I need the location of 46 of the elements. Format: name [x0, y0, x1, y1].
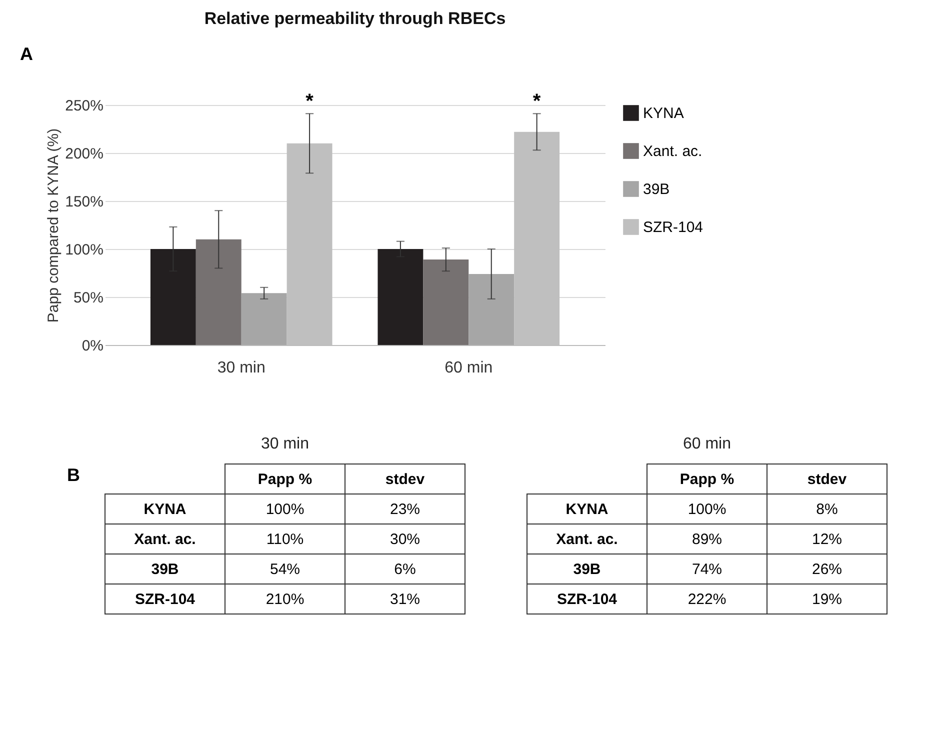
text: Papp % — [680, 471, 734, 488]
legend-label: KYNA — [643, 105, 684, 122]
y-tick-label: 150% — [65, 194, 104, 210]
y-tick-label: 0% — [82, 338, 104, 354]
text: 23% — [390, 501, 420, 518]
text: 39B — [151, 561, 179, 578]
legend-label: Xant. ac. — [643, 143, 702, 160]
text: stdev — [385, 471, 426, 488]
text: SZR-104 — [134, 591, 196, 608]
text: Xant. ac. — [134, 531, 196, 548]
text: 89% — [692, 531, 722, 548]
chart-title: Relative permeability through RBECs — [204, 9, 506, 28]
annotation: * — [532, 90, 541, 113]
text: stdev — [807, 471, 847, 488]
y-tick-label: 50% — [73, 290, 104, 306]
text: Papp % — [258, 471, 312, 488]
text: 19% — [812, 591, 842, 608]
text: SZR-104 — [556, 591, 618, 608]
legend-label: SZR-104 — [643, 219, 704, 236]
annotation: * — [306, 90, 314, 113]
text: A — [20, 44, 33, 64]
y-tick-label: 100% — [65, 242, 104, 258]
text: 100% — [688, 501, 726, 518]
text: Xant. ac. — [556, 531, 618, 548]
text: 54% — [270, 561, 300, 578]
text: 74% — [692, 561, 722, 578]
text: 39B — [573, 561, 601, 578]
text: KYNA — [566, 501, 608, 518]
text: 210% — [266, 591, 304, 608]
y-tick-label: 200% — [65, 146, 104, 162]
y-tick-label: 250% — [65, 98, 104, 114]
text: KYNA — [144, 501, 186, 518]
text: 30% — [390, 531, 420, 548]
category-label: 30 min — [260, 436, 310, 452]
text: 31% — [390, 591, 420, 608]
category-label: 60 min — [682, 436, 732, 452]
text: 6% — [394, 561, 416, 578]
text: B — [67, 465, 80, 485]
text: 26% — [812, 561, 842, 578]
text: 100% — [266, 501, 304, 518]
y-axis-title: Papp compared to KYNA (%) — [45, 128, 62, 323]
legend-label: 39B — [643, 181, 670, 198]
text: 222% — [688, 591, 726, 608]
text: 110% — [266, 531, 304, 548]
text: 12% — [812, 531, 842, 548]
text: 8% — [816, 501, 838, 518]
